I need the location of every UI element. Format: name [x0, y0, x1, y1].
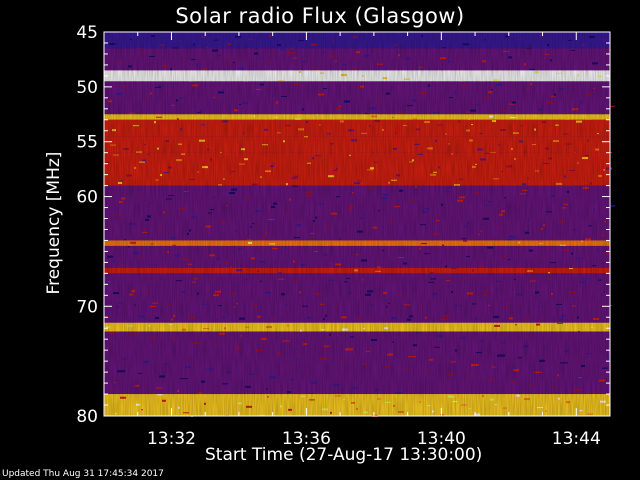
y-axis-label: Frequency [MHz] — [44, 151, 64, 295]
y-tick-label: 50 — [76, 78, 98, 98]
x-tick-label: 13:40 — [417, 429, 466, 449]
y-tick-label: 60 — [76, 188, 98, 208]
x-tick-label: 13:32 — [147, 429, 196, 449]
band-speckle — [609, 204, 615, 207]
axis-ticks: 45 50 55 60 70 80 13:32 13:36 13:40 13:44 — [76, 23, 610, 449]
y-tick-label: 70 — [76, 297, 98, 317]
y-tick-label: 45 — [76, 23, 98, 43]
updated-timestamp: Updated Thu Aug 31 17:45:34 2017 — [2, 469, 164, 479]
plot-frame — [103, 31, 611, 417]
x-axis-label: Start Time (27-Aug-17 13:30:00) — [205, 445, 483, 465]
band-speckle — [609, 105, 615, 107]
noise-overlay — [104, 32, 610, 416]
y-tick-label: 80 — [76, 407, 98, 427]
y-tick-label: 55 — [76, 133, 98, 153]
x-tick-label: 13:36 — [282, 429, 331, 449]
x-tick-label: 13:44 — [552, 429, 601, 449]
chart-title: Solar radio Flux (Glasgow) — [175, 4, 465, 28]
